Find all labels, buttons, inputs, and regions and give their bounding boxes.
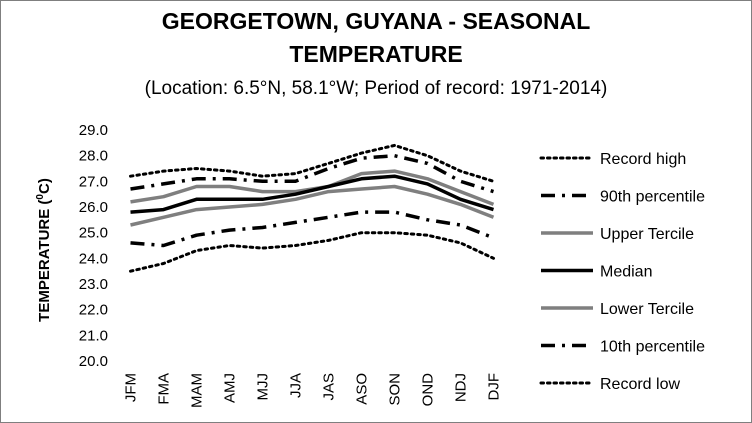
- x-tick-label: FMA: [156, 373, 173, 405]
- y-axis: 20.0 21.0 22.0 23.0 24.0 25.0 26.0 27.0 28.0 29.0: [79, 122, 108, 370]
- y-tick-label: 26.0: [79, 199, 108, 216]
- y-tick-label: 28.0: [79, 148, 108, 165]
- x-tick-label: SON: [387, 373, 404, 406]
- series-line-record-high: [129, 143, 495, 183]
- legend-label: 10th percentile: [600, 339, 705, 356]
- y-tick-label: 22.0: [79, 302, 108, 319]
- series-line-lower-tercile: [130, 184, 495, 227]
- y-tick-label: 20.0: [79, 353, 108, 370]
- y-axis-label-main: TEMPERATURE (: [36, 200, 53, 322]
- chart-title-line2: TEMPERATURE: [289, 41, 463, 67]
- series-line-median: [130, 174, 495, 214]
- legend: Record high 90th percentile Upper Tercile M…: [539, 151, 705, 393]
- y-axis-label-superscript: 0: [35, 194, 46, 200]
- y-axis-label: TEMPERATURE (0C): [35, 178, 53, 322]
- x-tick-label: AMJ: [222, 373, 239, 403]
- series-line-90th-percentile: [130, 153, 495, 194]
- x-tick-label: JJA: [288, 373, 305, 398]
- x-tick-label: MAM: [189, 373, 206, 408]
- series-line-10th-percentile: [130, 210, 495, 248]
- y-tick-label: 25.0: [79, 225, 108, 242]
- x-tick-label: JAS: [321, 373, 338, 401]
- x-tick-label: NDJ: [453, 373, 470, 402]
- legend-label: Lower Tercile: [600, 301, 694, 318]
- x-axis: JFM FMA MAM AMJ MJJ JJA JAS ASO SON OND NDJ DJF: [123, 373, 503, 408]
- x-tick-label: MJJ: [255, 373, 272, 401]
- series-layer: [129, 143, 495, 273]
- chart-subtitle: (Location: 6.5°N, 58.1°W; Period of reco…: [144, 78, 608, 99]
- x-tick-label: DJF: [486, 373, 503, 401]
- y-tick-label: 29.0: [79, 122, 108, 139]
- x-tick-label: JFM: [123, 373, 140, 402]
- y-tick-label: 21.0: [79, 327, 108, 344]
- series-line-record-low: [129, 231, 495, 273]
- y-tick-label: 23.0: [79, 276, 108, 293]
- x-tick-label: OND: [420, 373, 437, 407]
- legend-label: Record high: [600, 151, 686, 168]
- y-tick-label: 24.0: [79, 250, 108, 267]
- chart-title-line1: GEORGETOWN, GUYANA - SEASONAL: [161, 8, 591, 34]
- legend-label: Record low: [600, 376, 680, 393]
- y-axis-label-end: C): [36, 178, 53, 194]
- legend-label: 90th percentile: [600, 189, 705, 206]
- y-tick-label: 27.0: [79, 173, 108, 190]
- x-tick-label: ASO: [354, 373, 371, 405]
- legend-label: Upper Tercile: [600, 226, 694, 243]
- legend-label: Median: [600, 264, 652, 281]
